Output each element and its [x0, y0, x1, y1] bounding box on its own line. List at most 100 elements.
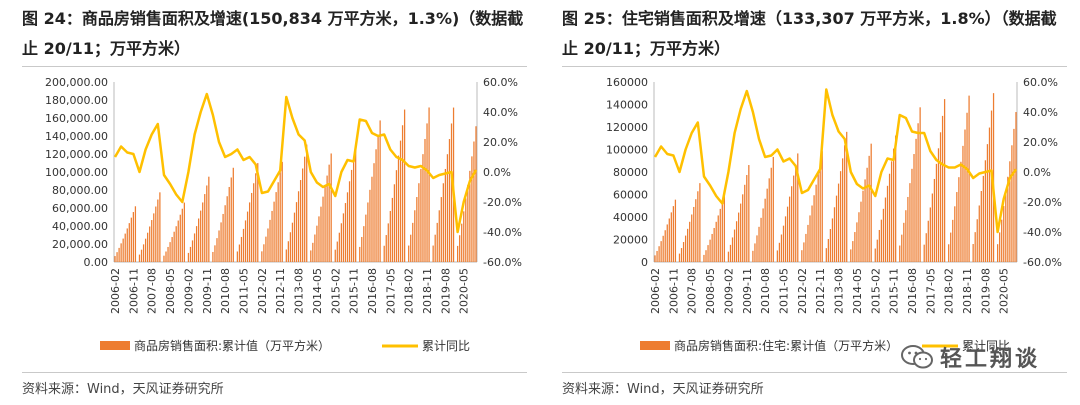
bar-cumulative-area — [316, 225, 318, 262]
bar-cumulative-area — [672, 206, 675, 262]
bar-cumulative-area — [195, 226, 198, 262]
bar-cumulative-area — [467, 184, 469, 262]
left-tick-label: 140000 — [606, 99, 648, 112]
bar-cumulative-area — [1013, 128, 1015, 262]
bar-cumulative-area — [764, 198, 766, 262]
bar-cumulative-area — [463, 211, 465, 262]
line-yoy-growth — [653, 88, 1018, 234]
bar-cumulative-area — [842, 158, 844, 262]
bar-cumulative-area — [856, 222, 858, 262]
left-tick-label: 0.00 — [84, 256, 109, 269]
bar-cumulative-area — [874, 248, 876, 262]
bar-cumulative-area — [829, 229, 832, 262]
bar-cumulative-area — [412, 222, 414, 262]
bar-cumulative-area — [776, 250, 779, 262]
bar-cumulative-area — [880, 219, 883, 262]
legend-bar-label: 商品房销售面积:累计值（万平方米） — [134, 338, 330, 353]
bar-cumulative-area — [762, 208, 764, 262]
bar-cumulative-area — [984, 160, 987, 262]
bar-cumulative-area — [244, 220, 247, 262]
left-tick-label: 200,000.00 — [45, 76, 108, 89]
bar-cumulative-area — [660, 241, 662, 262]
bar-cumulative-area — [391, 197, 394, 262]
bar-cumulative-area — [868, 155, 870, 262]
x-tick-label: 2015-11 — [348, 268, 361, 314]
bar-cumulative-area — [220, 222, 222, 262]
bar-cumulative-area — [251, 192, 253, 262]
bar-cumulative-area — [416, 197, 418, 262]
x-tick-label: 2011-05 — [237, 268, 250, 314]
bar-cumulative-area — [183, 202, 185, 262]
bar-cumulative-area — [134, 206, 137, 262]
x-tick-label: 2009-02 — [182, 268, 195, 314]
bar-cumulative-area — [293, 212, 296, 262]
bar-cumulative-area — [729, 244, 732, 262]
chart-source: 资料来源：Wind，天风证券研究所 — [22, 382, 224, 397]
bar-cumulative-area — [216, 238, 218, 262]
bar-cumulative-area — [803, 242, 805, 262]
bar-cumulative-area — [793, 175, 795, 262]
x-tick-label: 2014-05 — [311, 268, 324, 314]
left-tick-label: 160000 — [606, 76, 648, 89]
x-tick-label: 2010-08 — [759, 268, 772, 314]
bar-cumulative-area — [446, 154, 449, 262]
right-tick-label: -40.0% — [483, 226, 522, 239]
bar-cumulative-area — [958, 177, 960, 262]
bar-cumulative-area — [273, 201, 275, 262]
bar-cumulative-area — [393, 184, 396, 262]
x-tick-label: 2015-11 — [888, 268, 901, 314]
bar-cumulative-area — [956, 192, 958, 262]
bar-cumulative-area — [758, 226, 760, 262]
bar-cumulative-area — [835, 195, 838, 262]
x-tick-label: 2009-02 — [722, 268, 735, 314]
left-tick-label: 40,000.00 — [52, 220, 108, 233]
right-tick-label: -20.0% — [1023, 196, 1062, 209]
bar-cumulative-area — [1015, 112, 1017, 262]
bar-cumulative-area — [408, 245, 410, 262]
watermark: 轻工翔谈 — [900, 342, 1040, 372]
bar-cumulative-area — [978, 205, 980, 262]
bar-cumulative-area — [703, 254, 705, 262]
bar-cumulative-area — [440, 197, 442, 262]
bar-cumulative-area — [436, 222, 438, 262]
bar-cumulative-area — [801, 250, 803, 262]
bar-cumulative-area — [414, 210, 416, 262]
x-tick-label: 2011-05 — [777, 268, 790, 314]
legend-bar-swatch — [640, 341, 670, 350]
bar-cumulative-area — [355, 146, 357, 262]
bar-cumulative-area — [923, 244, 925, 262]
bar-cumulative-area — [120, 243, 122, 262]
bar-cumulative-area — [212, 251, 214, 262]
bar-cumulative-area — [248, 202, 251, 262]
bar-cumulative-area — [214, 245, 216, 262]
bar-cumulative-area — [200, 210, 202, 262]
bar-cumulative-area — [461, 223, 463, 262]
bar-cumulative-area — [320, 206, 322, 262]
right-tick-label: 40.0% — [1023, 106, 1058, 119]
bar-cumulative-area — [324, 186, 326, 262]
bar-cumulative-area — [846, 131, 848, 262]
bar-cumulative-area — [383, 245, 385, 262]
x-tick-label: 2006-11 — [667, 268, 680, 314]
left-tick-label: 20,000.00 — [52, 238, 108, 251]
x-tick-label: 2019-08 — [439, 268, 452, 314]
bar-cumulative-area — [986, 144, 989, 262]
bar-cumulative-area — [744, 184, 746, 262]
bar-cumulative-area — [401, 125, 404, 262]
right-tick-label: 20.0% — [483, 136, 518, 149]
bar-cumulative-area — [385, 235, 387, 262]
bar-cumulative-area — [312, 242, 314, 262]
bar-cumulative-area — [948, 244, 950, 262]
bar-cumulative-area — [350, 169, 353, 262]
bar-cumulative-area — [352, 158, 355, 262]
bar-cumulative-area — [230, 177, 232, 262]
bar-cumulative-area — [422, 154, 424, 262]
bar-cumulative-area — [915, 138, 917, 262]
x-tick-label: 2017-05 — [384, 268, 397, 314]
bar-cumulative-area — [784, 216, 787, 262]
bar-cumulative-area — [338, 232, 340, 262]
bar-cumulative-area — [684, 235, 687, 262]
bar-cumulative-area — [287, 241, 289, 262]
bar-cumulative-area — [346, 192, 349, 262]
bar-cumulative-area — [723, 195, 725, 262]
